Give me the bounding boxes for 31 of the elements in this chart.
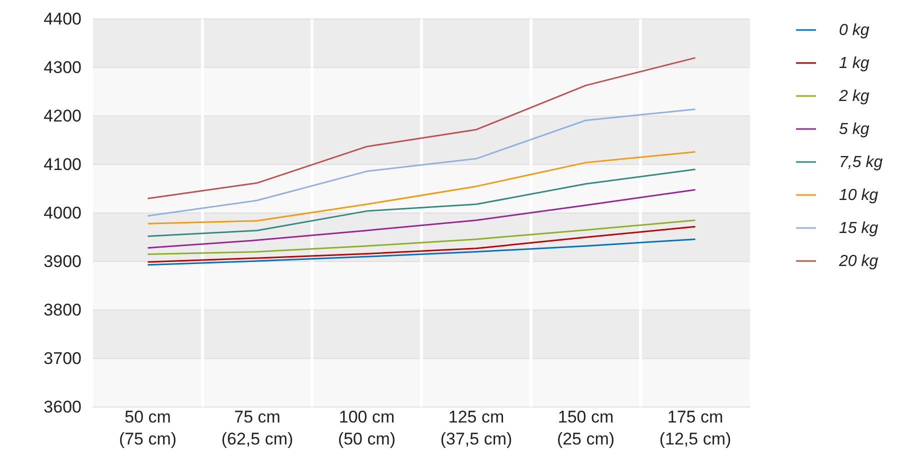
y-tick-label: 3700 — [44, 349, 82, 368]
legend-label: 7,5 kg — [839, 154, 883, 171]
legend-label: 15 kg — [839, 220, 878, 237]
legend-label: 5 kg — [839, 121, 870, 138]
x-tick-label: 150 cm (25 cm) — [556, 408, 615, 448]
line-series — [147, 238, 696, 266]
legend-label: 0 kg — [839, 22, 870, 39]
line-series — [147, 220, 696, 255]
y-tick-label: 4400 — [44, 10, 82, 28]
line-series — [147, 108, 696, 217]
legend-label: 2 kg — [838, 88, 870, 105]
line-series — [147, 168, 696, 238]
x-tick-label: 75 cm (62,5 cm) — [221, 408, 294, 448]
legend-label: 1 kg — [839, 55, 870, 72]
y-tick-label: 3800 — [44, 300, 82, 320]
y-tick-label: 4200 — [44, 106, 82, 126]
y-tick-label: 4300 — [44, 58, 82, 77]
y-tick-label: 3900 — [44, 252, 82, 271]
y-tick-label: 3600 — [44, 398, 82, 416]
x-tick-label: 125 cm (37,5 cm) — [440, 408, 512, 448]
line-series — [147, 226, 696, 263]
line-series — [147, 151, 696, 224]
line-series — [147, 188, 696, 249]
legend-label: 10 kg — [839, 187, 878, 204]
x-tick-label: 100 cm (50 cm) — [338, 408, 396, 448]
x-tick-label: 50 cm (75 cm) — [118, 408, 177, 448]
x-tick-label: 175 cm (12,5 cm) — [659, 408, 732, 448]
y-tick-label: 4100 — [44, 155, 82, 174]
y-tick-label: 4000 — [44, 204, 82, 222]
line-series — [147, 57, 696, 200]
legend-label: 20 kg — [838, 253, 878, 270]
